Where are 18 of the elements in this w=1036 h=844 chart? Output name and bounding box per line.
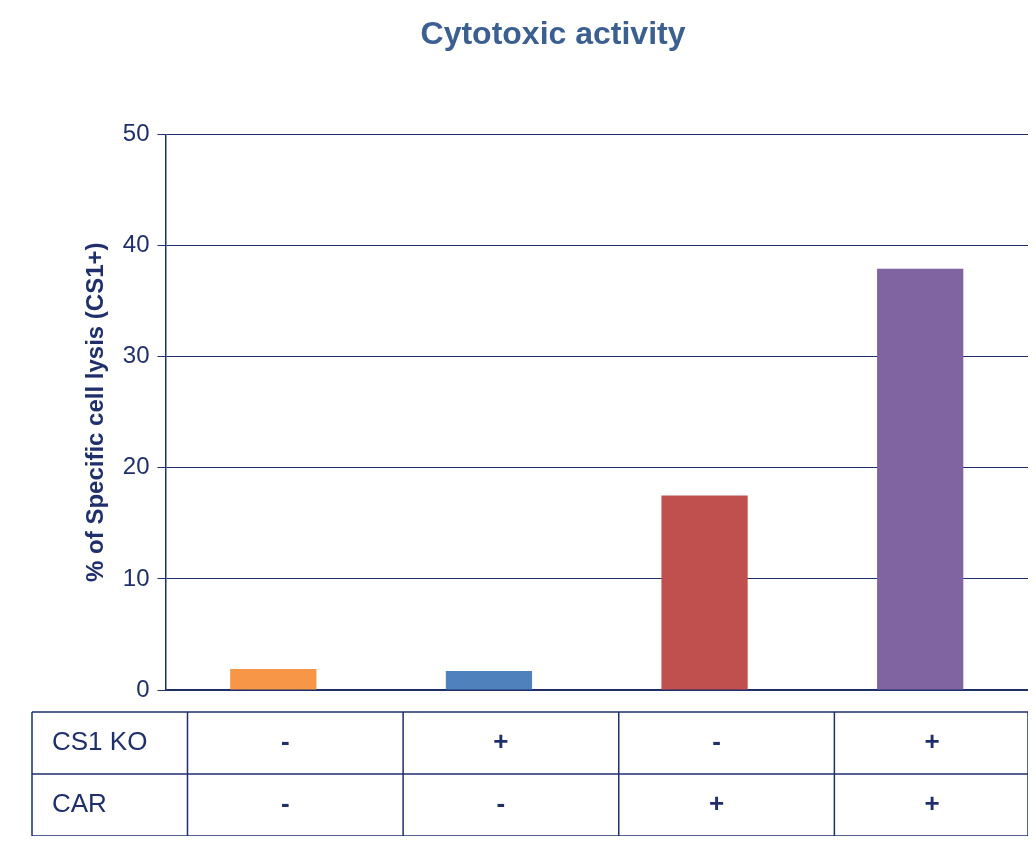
y-tick-label: 50 bbox=[122, 119, 150, 147]
text: CAR bbox=[52, 788, 107, 819]
y-tick-label: 40 bbox=[122, 230, 150, 258]
y-tick-label: 0 bbox=[136, 674, 150, 702]
bar bbox=[877, 268, 964, 690]
category-label: - + bbox=[708, 726, 725, 819]
bar bbox=[661, 495, 748, 690]
y-tick-label: 10 bbox=[122, 563, 150, 591]
y-tick-label: 30 bbox=[122, 341, 150, 369]
bar bbox=[230, 668, 317, 690]
category-label: + - bbox=[493, 726, 509, 819]
y-axis-title: % of Specific cell lysis (CS1+) bbox=[81, 242, 109, 582]
category-label: - - bbox=[280, 726, 290, 819]
y-tick-label: 20 bbox=[122, 452, 150, 480]
text: CS1 KO bbox=[52, 726, 148, 757]
bar bbox=[445, 671, 533, 690]
category-label: + + bbox=[924, 726, 940, 819]
chart-title: Cytotoxic activity bbox=[420, 15, 686, 52]
